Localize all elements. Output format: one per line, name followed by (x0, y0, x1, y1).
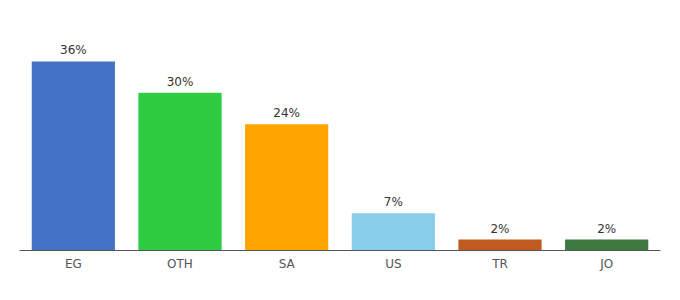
svg-text:36%: 36% (60, 43, 87, 57)
svg-text:US: US (385, 257, 401, 271)
svg-text:SA: SA (279, 257, 296, 271)
svg-text:7%: 7% (384, 195, 403, 209)
svg-text:30%: 30% (167, 75, 194, 89)
svg-text:2%: 2% (490, 222, 509, 236)
svg-text:24%: 24% (273, 106, 300, 120)
svg-text:EG: EG (65, 257, 82, 271)
svg-text:TR: TR (491, 257, 508, 271)
svg-text:2%: 2% (597, 222, 616, 236)
svg-text:OTH: OTH (167, 257, 193, 271)
svg-text:JO: JO (599, 257, 613, 271)
